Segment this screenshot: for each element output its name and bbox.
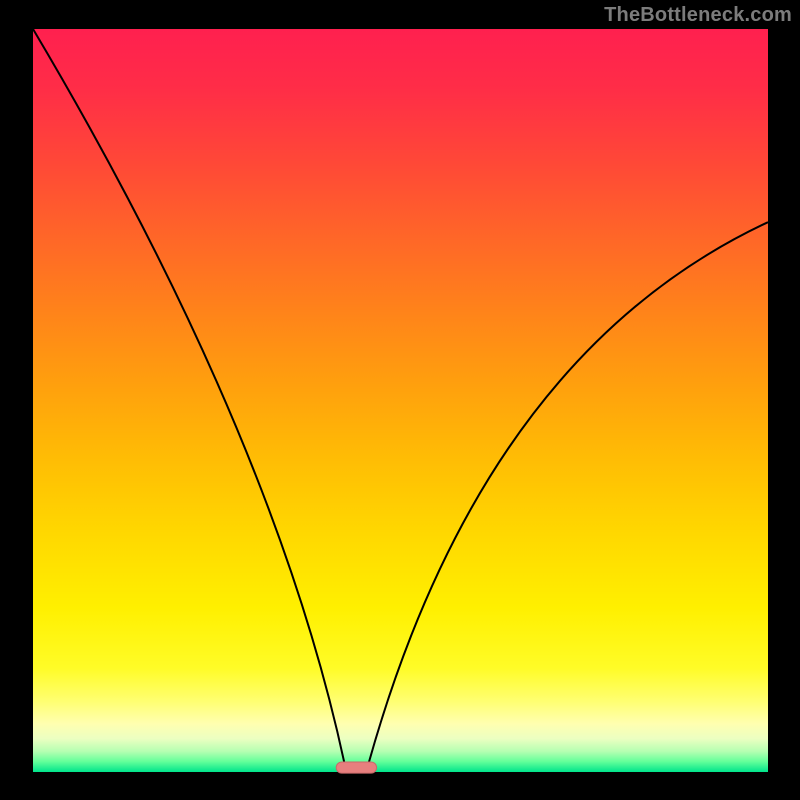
chart-svg [0,0,800,800]
watermark-text: TheBottleneck.com [604,4,792,27]
plot-background [33,29,768,772]
optimal-marker [336,762,376,773]
chart-container: TheBottleneck.com [0,0,800,800]
